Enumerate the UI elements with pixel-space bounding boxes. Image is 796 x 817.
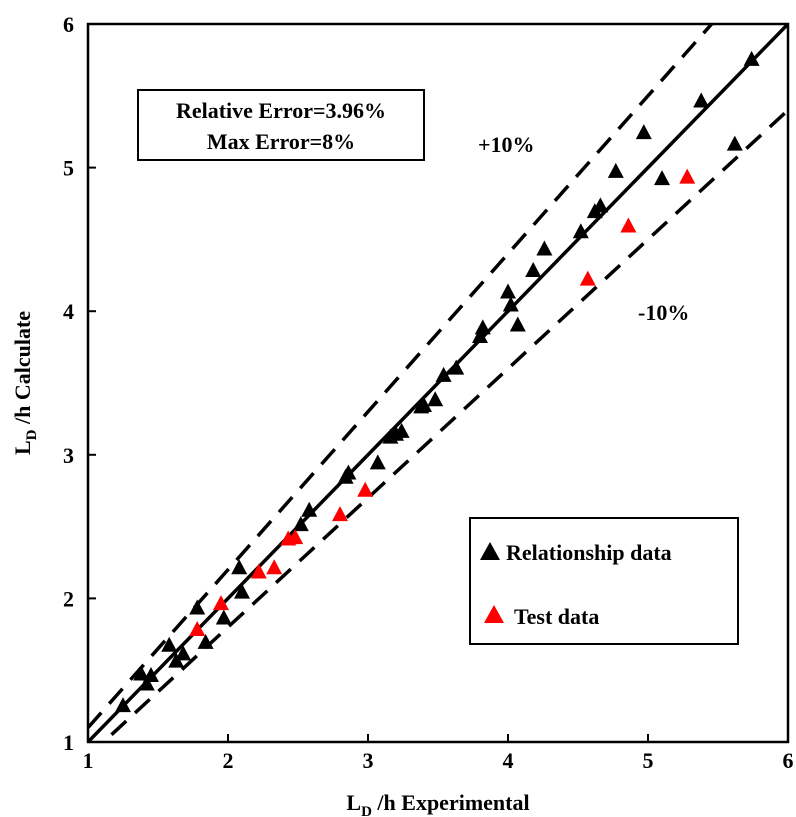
relationship-data-point — [693, 92, 710, 108]
relationship-data-point — [161, 636, 178, 652]
legend-label-test: Test data — [514, 604, 599, 629]
relationship-data-point — [138, 675, 155, 691]
x-axis-ticks: 1 2 3 4 5 6 — [83, 734, 794, 773]
relationship-data-point — [500, 283, 516, 299]
y-tick-label: 4 — [63, 299, 74, 324]
test-data-point — [357, 481, 374, 497]
y-tick-label: 5 — [63, 156, 74, 181]
minus10-annotation: -10% — [638, 300, 689, 325]
y-tick-label: 2 — [63, 586, 74, 611]
line-identity — [88, 24, 788, 742]
relationship-data-point — [215, 609, 232, 625]
test-data-point — [213, 595, 229, 611]
relationship-data-point — [743, 50, 760, 66]
data-markers — [115, 50, 760, 713]
relationship-data-point — [175, 645, 192, 661]
legend-frame — [469, 517, 739, 645]
relationship-data-point — [572, 223, 589, 239]
legend-label-relationship: Relationship data — [506, 540, 672, 565]
relationship-data-point — [231, 559, 248, 575]
relationship-data-point — [474, 319, 491, 335]
error-box-frame — [137, 89, 425, 161]
plus10-annotation: +10% — [478, 132, 535, 157]
test-data-point — [189, 620, 206, 636]
relationship-data-point — [133, 665, 150, 681]
test-data-point — [266, 559, 283, 575]
line-minus10 — [100, 108, 788, 742]
reference-lines — [88, 24, 788, 742]
relationship-data-point — [607, 162, 624, 178]
y-tick-label: 1 — [63, 730, 74, 755]
relationship-data-point — [726, 135, 743, 151]
test-data-point — [287, 529, 304, 545]
relationship-data-point — [143, 666, 159, 682]
relationship-data-point — [536, 240, 553, 256]
relationship-data-point — [509, 316, 526, 332]
relationship-data-point — [115, 697, 131, 713]
relationship-data-point — [448, 359, 465, 375]
x-tick-label: 5 — [643, 748, 654, 773]
test-data-point — [579, 270, 596, 286]
plot-area-frame — [86, 22, 790, 744]
y-axis-ticks: 1 2 3 4 5 6 — [63, 12, 96, 755]
relationship-data-point — [197, 633, 214, 649]
x-tick-label: 6 — [783, 748, 794, 773]
relationship-data-point — [502, 296, 519, 312]
error-box-line2: Max Error=8% — [207, 129, 355, 154]
relationship-data-point — [301, 501, 318, 517]
x-axis-title: LD /h Experimental — [346, 790, 529, 817]
legend-marker-relationship — [480, 542, 500, 560]
relationship-data-point — [635, 124, 652, 140]
relationship-data-point — [292, 516, 309, 532]
relationship-data-point — [234, 583, 250, 599]
test-data-point — [679, 168, 696, 184]
test-data-point — [250, 563, 267, 579]
relationship-data-point — [340, 464, 357, 480]
relationship-data-point — [654, 170, 670, 186]
y-axis-title: LD /h Calculate — [10, 311, 40, 455]
relationship-data-point — [435, 366, 452, 382]
relationship-data-point — [525, 261, 542, 277]
error-box-line1: Relative Error=3.96% — [176, 98, 386, 123]
y-tick-label: 3 — [63, 443, 74, 468]
test-data-point — [332, 506, 348, 522]
x-tick-label: 3 — [363, 748, 374, 773]
line-plus10 — [88, 24, 714, 729]
relationship-data-point — [472, 328, 488, 344]
x-tick-label: 2 — [223, 748, 234, 773]
relationship-data-point — [592, 197, 609, 213]
test-data-point — [620, 217, 637, 233]
relationship-data-point — [189, 599, 206, 615]
relationship-data-point — [427, 391, 444, 407]
x-tick-label: 4 — [503, 748, 514, 773]
relationship-data-point — [416, 396, 432, 412]
relationship-data-point — [369, 454, 386, 470]
x-tick-label: 1 — [83, 748, 94, 773]
relationship-data-point — [393, 422, 410, 438]
legend-marker-test — [484, 605, 504, 623]
y-tick-label: 6 — [63, 12, 74, 37]
